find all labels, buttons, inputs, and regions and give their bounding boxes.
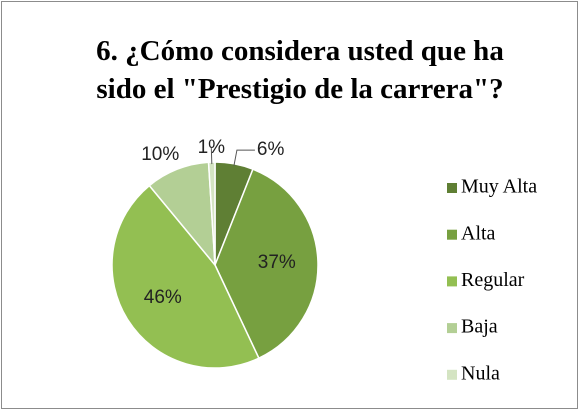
legend-label: Alta: [461, 222, 496, 244]
legend-swatch: [447, 183, 457, 193]
leader-line: [233, 149, 255, 166]
data-label: 1%: [198, 137, 226, 158]
legend-swatch: [447, 276, 457, 287]
legend-swatch: [447, 369, 457, 380]
pie-slice: [214, 168, 319, 360]
pie-slice: [111, 184, 260, 369]
legend-label: Nula: [461, 362, 500, 384]
data-label: 46%: [144, 287, 182, 308]
data-label: 37%: [258, 252, 296, 273]
legend-label: Regular: [461, 269, 525, 291]
legend-swatch: [447, 229, 457, 240]
legend-label: Muy Alta: [461, 176, 537, 198]
leader-line: [210, 148, 213, 165]
legend-label: Baja: [461, 316, 498, 338]
legend-swatch: [447, 323, 457, 334]
data-label: 6%: [257, 139, 285, 160]
data-label: 10%: [141, 144, 179, 165]
chart-title: 6. ¿Cómo considera usted que ha sido el …: [96, 35, 504, 105]
